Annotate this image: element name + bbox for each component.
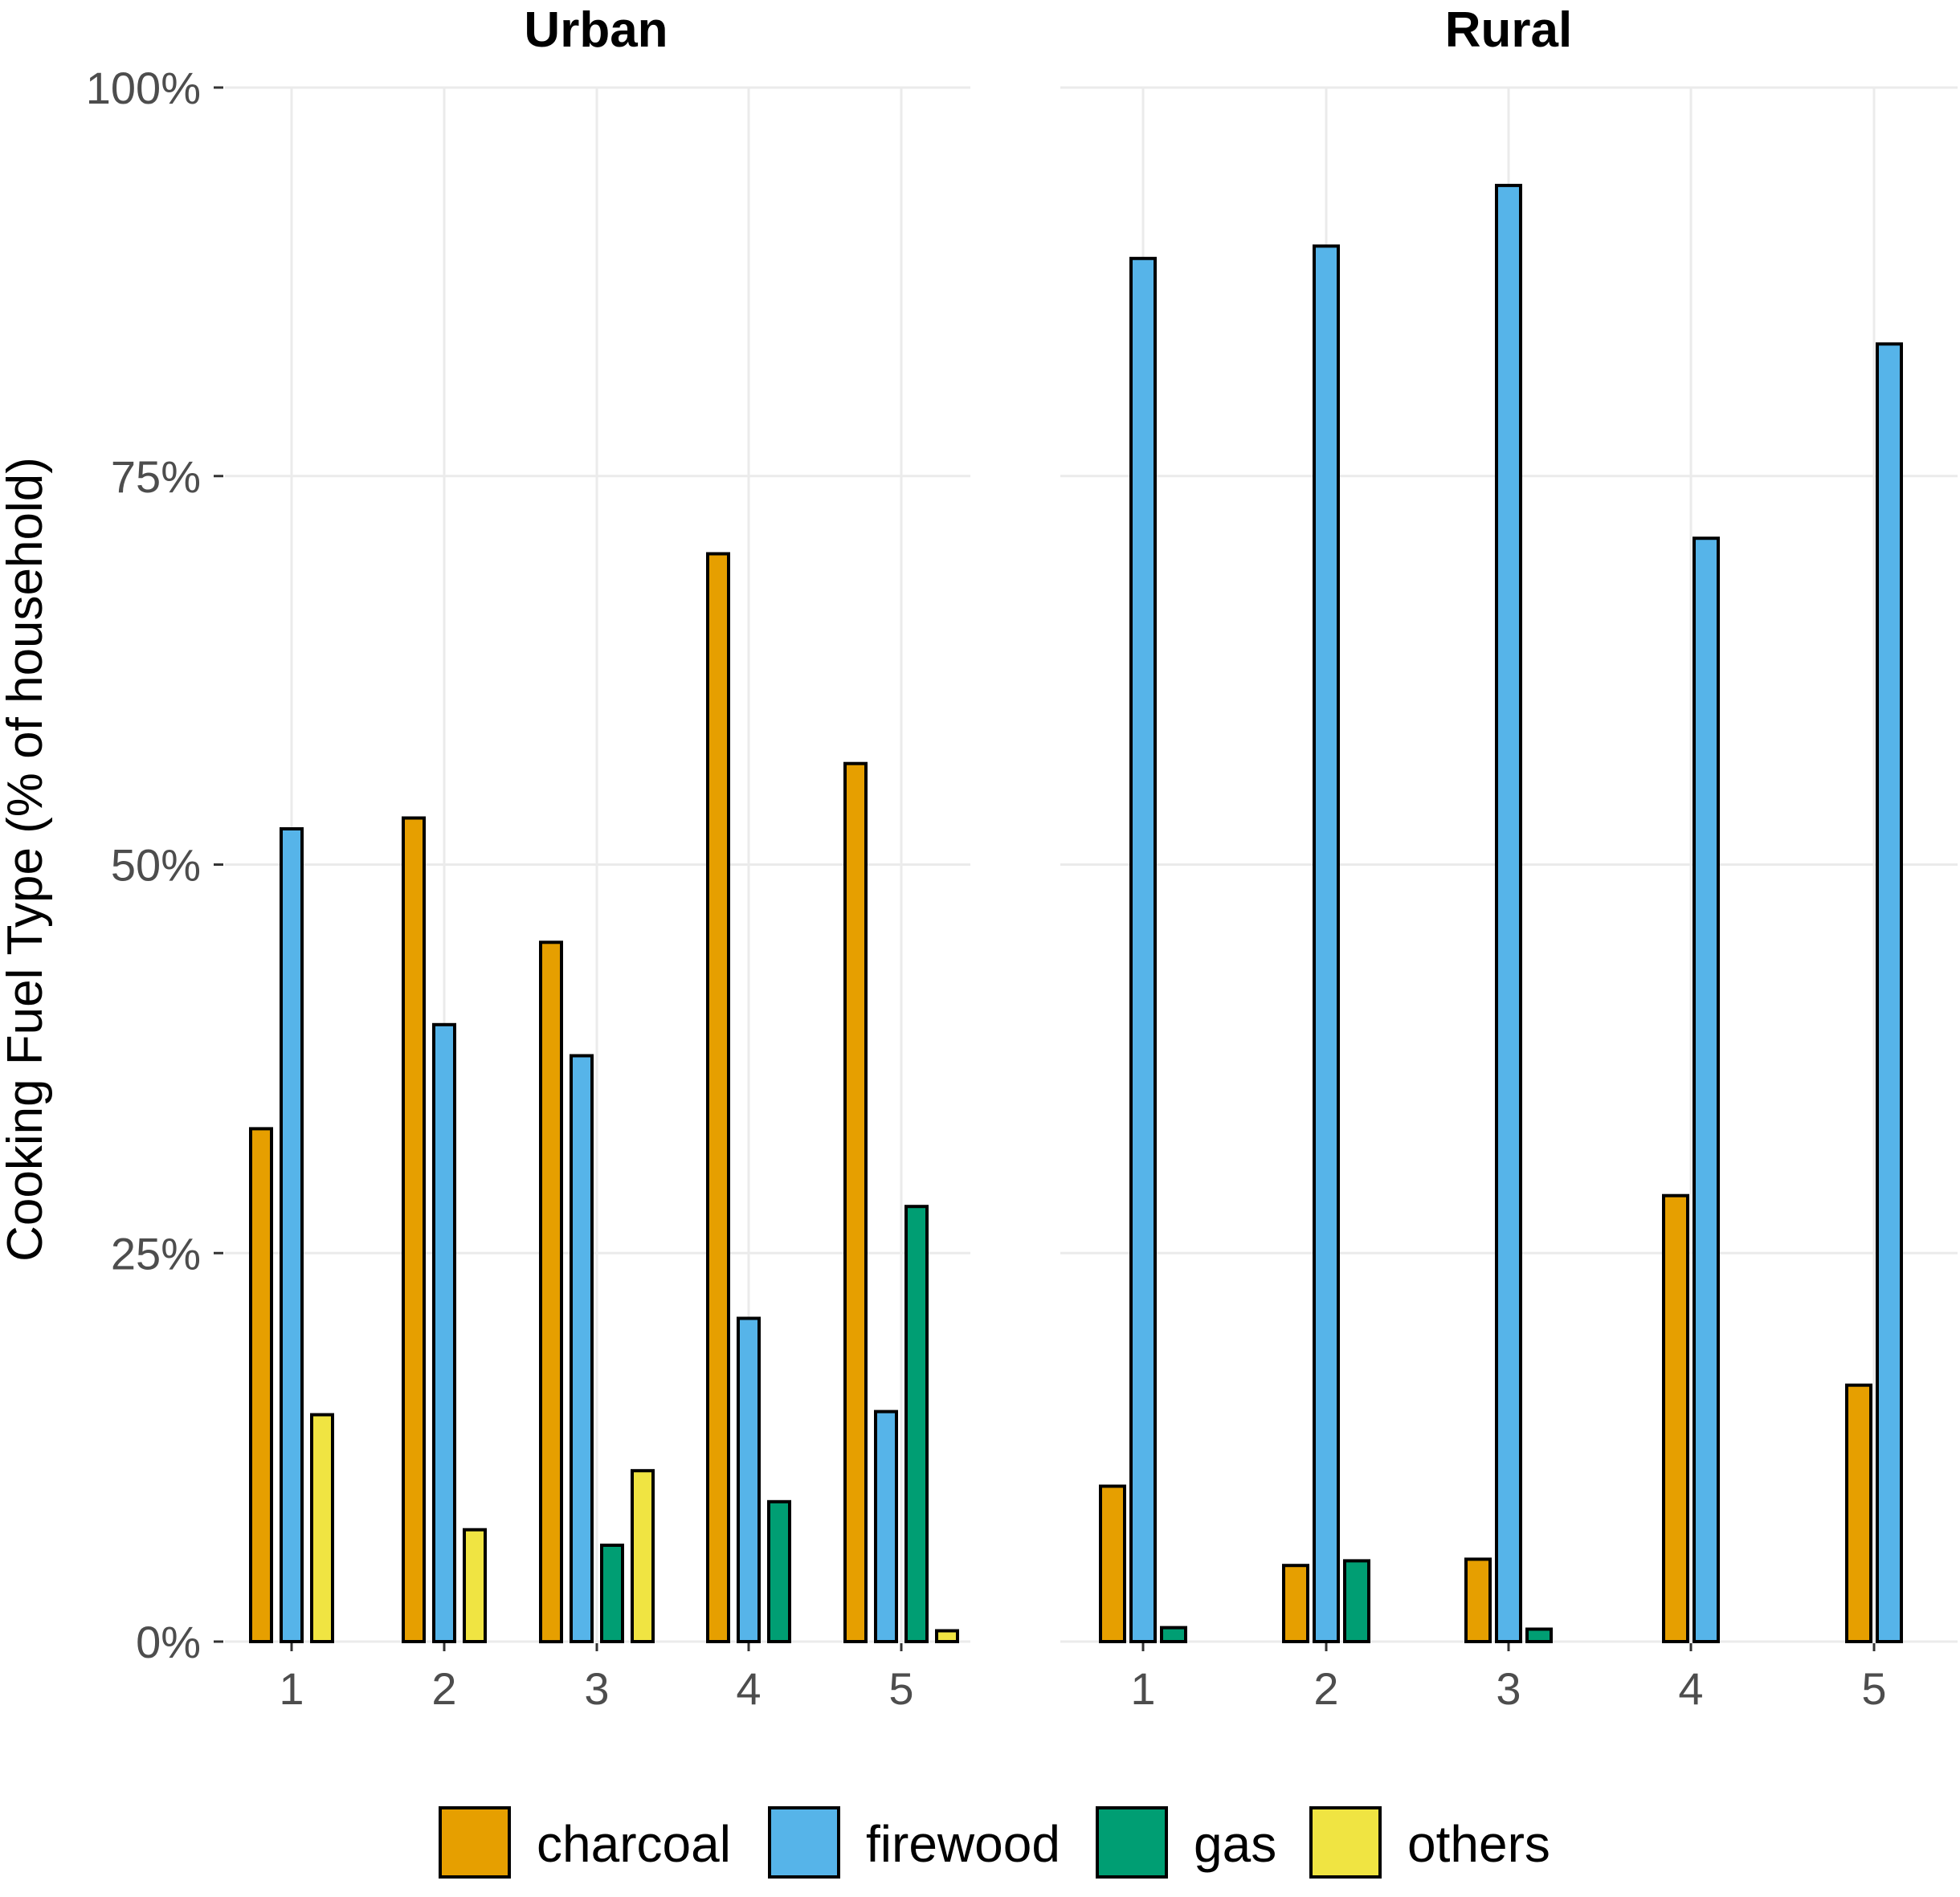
x-tick-label: 1 <box>1130 1663 1155 1714</box>
bar-urban-5-charcoal <box>843 761 868 1644</box>
bar-urban-4-firewood <box>737 1316 761 1643</box>
x-tick-label: 2 <box>431 1663 456 1714</box>
legend-swatch-charcoal <box>439 1806 511 1879</box>
y-tick-label: 50% <box>111 840 201 891</box>
bar-rural-1-charcoal <box>1099 1484 1126 1643</box>
bar-urban-4-gas <box>767 1499 791 1644</box>
bar-urban-3-charcoal <box>539 940 563 1644</box>
bar-rural-3-firewood <box>1495 183 1522 1643</box>
bar-urban-2-firewood <box>432 1022 456 1644</box>
legend-swatch-firewood <box>768 1806 840 1879</box>
bar-urban-3-others <box>631 1469 655 1643</box>
bar-rural-4-firewood <box>1693 536 1720 1644</box>
y-tick-label: 100% <box>86 63 201 113</box>
bar-rural-1-gas <box>1160 1626 1187 1643</box>
bars-layer <box>249 183 1903 1644</box>
bar-urban-4-charcoal <box>706 552 730 1643</box>
x-tick-label: 4 <box>736 1663 761 1714</box>
y-axis-title: Cooking Fuel Type (% of household) <box>0 457 53 1262</box>
x-tick-label: 3 <box>1496 1663 1521 1714</box>
x-tick-label: 5 <box>1861 1663 1886 1714</box>
x-tick-label: 1 <box>279 1663 304 1714</box>
bar-urban-3-firewood <box>570 1054 594 1643</box>
legend: charcoal firewood gas others <box>439 1806 1550 1879</box>
bar-rural-5-firewood <box>1876 342 1903 1643</box>
x-tick-label: 5 <box>888 1663 913 1714</box>
y-tick-label: 75% <box>111 451 201 502</box>
bar-urban-1-charcoal <box>249 1127 273 1643</box>
panel-title-rural: Rural <box>1445 2 1572 58</box>
bar-urban-3-gas <box>600 1544 624 1643</box>
bar-rural-5-charcoal <box>1845 1383 1872 1643</box>
legend-label-others: others <box>1407 1815 1550 1873</box>
bar-rural-2-gas <box>1343 1559 1370 1644</box>
bar-urban-5-firewood <box>874 1409 898 1643</box>
bar-rural-1-firewood <box>1129 256 1157 1643</box>
y-tick-label: 25% <box>111 1228 201 1279</box>
legend-label-firewood: firewood <box>866 1815 1060 1873</box>
x-tick-label: 3 <box>584 1663 609 1714</box>
bar-rural-3-gas <box>1525 1627 1553 1643</box>
legend-label-gas: gas <box>1194 1815 1276 1873</box>
bar-rural-2-charcoal <box>1282 1564 1309 1643</box>
bar-urban-5-gas <box>904 1205 929 1643</box>
bar-rural-3-charcoal <box>1464 1557 1492 1644</box>
x-tick-label: 4 <box>1678 1663 1703 1714</box>
bar-urban-5-others <box>935 1629 959 1643</box>
axes-layer: 1 2 3 4 5 1 2 3 4 50%25%50%75%100% <box>86 63 1887 1714</box>
bar-urban-1-others <box>310 1413 334 1643</box>
bar-rural-4-charcoal <box>1662 1193 1689 1643</box>
bar-urban-2-others <box>463 1528 487 1643</box>
y-tick-label: 0% <box>136 1617 201 1667</box>
legend-swatch-others <box>1309 1806 1382 1879</box>
x-tick-label: 2 <box>1313 1663 1338 1714</box>
legend-label-charcoal: charcoal <box>537 1815 731 1873</box>
bar-urban-2-charcoal <box>402 816 426 1643</box>
panel-title-urban: Urban <box>524 2 668 58</box>
legend-swatch-gas <box>1096 1806 1168 1879</box>
bar-urban-1-firewood <box>280 827 304 1643</box>
bar-rural-2-firewood <box>1313 244 1340 1643</box>
